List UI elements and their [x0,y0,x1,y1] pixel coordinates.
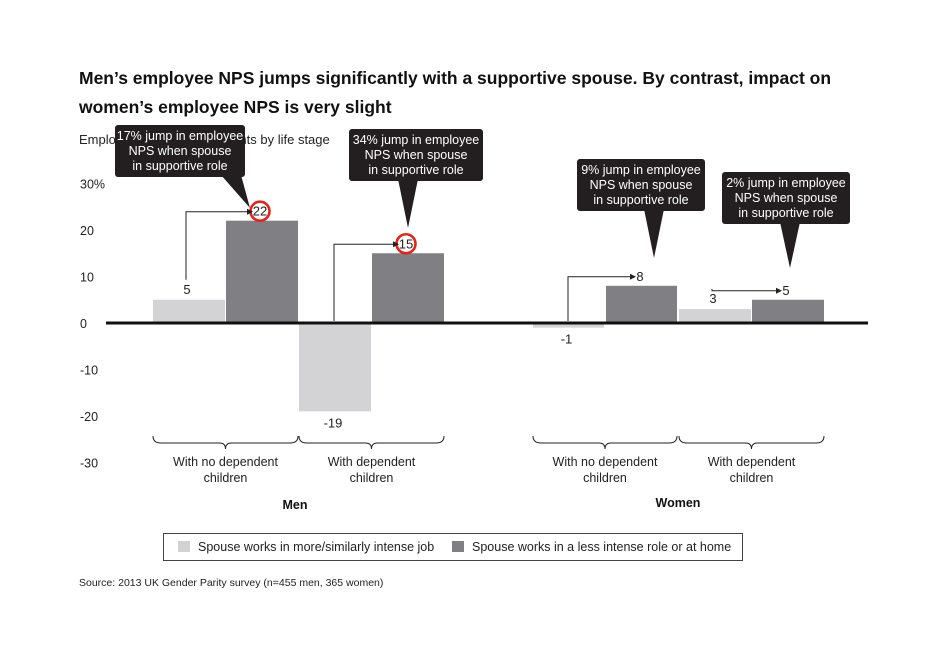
callout-pointer [644,209,664,258]
callout-text: 2% jump in employee [726,176,846,190]
group-label-men: Men [283,498,308,512]
category-bracket [678,435,825,450]
data-label-light: 5 [183,282,190,297]
chart-legend: Spouse works in more/similarly intense j… [163,533,743,561]
category-bracket [298,435,445,450]
category-label: With no dependent [553,455,658,469]
bar-dark [226,220,298,323]
callout-pointer [221,175,250,208]
callout-box [115,125,245,177]
y-tick-label: 30% [80,178,105,192]
callout-text: 17% jump in employee [117,129,244,143]
callout-box [349,129,483,181]
legend-item-series-1: Spouse works in more/similarly intense j… [178,540,434,554]
category-label: With dependent [328,455,416,469]
bar-dark [606,285,677,323]
bar-dark [372,253,444,323]
legend-swatch-light [178,541,190,552]
bar-light [679,309,751,323]
callout-text: in supportive role [593,193,688,207]
callout-text: NPS when spouse [365,148,468,162]
connector-line [567,276,632,321]
category-label: children [583,471,627,485]
y-tick-label: 20 [80,224,94,238]
connector-arrowhead [776,287,782,294]
callout-text: NPS when spouse [590,178,693,192]
connector-line [333,243,395,321]
callout-text: NPS when spouse [129,144,232,158]
bar-light [299,323,371,412]
connector-arrowhead [393,241,399,248]
category-bracket [152,435,299,450]
group-label-women: Women [656,496,701,510]
callout-text: in supportive role [738,206,833,220]
y-tick-label: -10 [80,364,98,378]
bar-light [533,323,604,328]
callout-pointer [780,222,800,268]
legend-swatch-dark [452,541,464,552]
data-label-light: -1 [561,332,573,347]
y-tick-label: 10 [80,271,94,285]
bar-light [153,299,225,323]
connector-arrowhead [630,273,636,280]
callout-text: in supportive role [132,159,227,173]
data-label-dark: 8 [636,269,643,284]
category-label: With dependent [708,455,796,469]
category-label: children [204,471,248,485]
category-label: With no dependent [173,455,278,469]
data-label-dark: 15 [399,236,413,251]
legend-label-series-2: Spouse works in a less intense role or a… [472,540,732,554]
category-bracket [532,435,678,450]
category-label: children [730,471,774,485]
y-tick-label: -30 [80,457,98,471]
callout-text: in supportive role [368,163,463,177]
connector-line [711,289,778,292]
connector-arrowhead [247,208,253,215]
category-label: children [350,471,394,485]
callout-text: NPS when spouse [735,191,838,205]
connector-line [185,211,249,280]
callout-pointer [398,179,418,228]
chart-source-note: Source: 2013 UK Gender Parity survey (n=… [79,577,384,589]
callout-box [722,172,850,224]
callout-text: 34% jump in employee [353,133,480,147]
bar-dark [752,299,824,323]
legend-label-series-1: Spouse works in more/similarly intense j… [198,540,435,554]
data-label-light: -19 [324,415,343,430]
data-label-dark: 22 [253,204,267,219]
y-tick-label: -20 [80,410,98,424]
y-tick-label: 0 [80,317,87,331]
callout-text: 9% jump in employee [581,163,701,177]
legend-item-series-2: Spouse works in a less intense role or a… [452,540,731,554]
callout-box [577,159,705,211]
data-label-dark: 5 [782,283,789,298]
data-label-light: 3 [709,291,716,306]
chart-title: Men’s employee NPS jumps significantly w… [79,68,832,117]
